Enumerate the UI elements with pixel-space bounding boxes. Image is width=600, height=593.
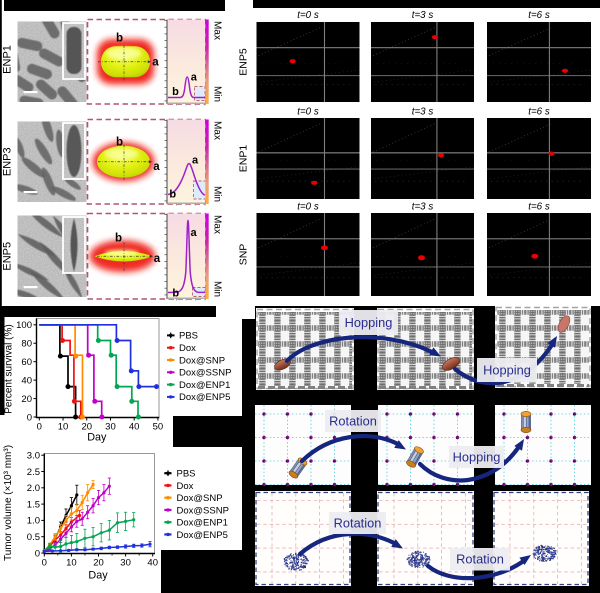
svg-text:a: a <box>190 227 197 239</box>
svg-text:Dox@ENP1: Dox@ENP1 <box>179 380 230 391</box>
svg-text:t=6 s: t=6 s <box>528 10 550 21</box>
svg-text:0: 0 <box>42 558 47 569</box>
svg-text:a: a <box>152 57 159 69</box>
svg-text:1.5: 1.5 <box>27 499 40 510</box>
svg-text:Max: Max <box>212 215 223 234</box>
svg-text:t=0 s: t=0 s <box>297 10 319 21</box>
svg-text:t=6 s: t=6 s <box>528 107 550 118</box>
svg-text:a: a <box>153 161 160 173</box>
svg-text:b: b <box>169 189 176 201</box>
svg-text:1.0: 1.0 <box>27 516 40 527</box>
svg-text:ENP1: ENP1 <box>2 45 14 74</box>
svg-text:PBS: PBS <box>177 469 196 480</box>
svg-text:50: 50 <box>153 422 164 433</box>
svg-text:Dox: Dox <box>177 481 194 492</box>
svg-text:Max: Max <box>212 121 223 140</box>
svg-text:100: 100 <box>16 320 32 331</box>
svg-text:20: 20 <box>21 394 32 405</box>
svg-text:0: 0 <box>35 548 40 559</box>
svg-text:b: b <box>172 288 179 300</box>
svg-text:20: 20 <box>93 558 104 569</box>
svg-text:Dox@SNP: Dox@SNP <box>177 493 223 504</box>
svg-text:ENP3: ENP3 <box>2 147 14 176</box>
svg-text:Min: Min <box>212 281 223 297</box>
svg-text:b: b <box>116 33 123 45</box>
svg-text:Dox@SSNP: Dox@SSNP <box>177 505 229 516</box>
svg-text:Dox@SNP: Dox@SNP <box>179 355 225 366</box>
svg-text:Min: Min <box>212 86 223 102</box>
svg-text:10: 10 <box>66 558 77 569</box>
svg-text:ENP5: ENP5 <box>238 48 250 76</box>
svg-text:b: b <box>116 137 123 149</box>
svg-text:Day: Day <box>88 570 108 582</box>
svg-text:30: 30 <box>105 422 116 433</box>
svg-text:t=3 s: t=3 s <box>412 202 434 213</box>
svg-text:60: 60 <box>21 357 32 368</box>
svg-text:t=0 s: t=0 s <box>297 107 319 118</box>
svg-text:Rotation: Rotation <box>329 413 377 428</box>
svg-text:a: a <box>154 253 161 265</box>
svg-text:Rotation: Rotation <box>334 515 382 530</box>
svg-text:Tumor volume (×10³ mm³): Tumor volume (×10³ mm³) <box>3 445 14 561</box>
svg-text:0: 0 <box>27 412 32 423</box>
svg-text:Dox: Dox <box>179 343 196 354</box>
svg-text:2.0: 2.0 <box>27 483 40 494</box>
svg-text:80: 80 <box>21 339 32 350</box>
svg-text:a: a <box>191 72 198 84</box>
svg-text:b: b <box>172 86 179 98</box>
svg-text:t=3 s: t=3 s <box>412 10 434 21</box>
svg-text:0.5: 0.5 <box>27 532 40 543</box>
svg-text:40: 40 <box>129 422 140 433</box>
svg-text:t=3 s: t=3 s <box>412 107 434 118</box>
svg-text:t=0 s: t=0 s <box>297 202 319 213</box>
svg-text:Percent survival (%): Percent survival (%) <box>4 324 15 413</box>
svg-text:Hopping: Hopping <box>345 315 393 330</box>
svg-text:Dox@ENP1: Dox@ENP1 <box>177 518 228 529</box>
svg-text:10: 10 <box>58 422 69 433</box>
svg-text:a: a <box>192 155 199 167</box>
svg-text:Rotation: Rotation <box>456 552 504 567</box>
svg-text:3.0: 3.0 <box>27 451 40 462</box>
svg-text:Min: Min <box>212 186 223 202</box>
svg-text:ENP1: ENP1 <box>238 145 250 173</box>
svg-text:SNP: SNP <box>238 244 250 266</box>
svg-text:40: 40 <box>147 558 158 569</box>
svg-text:30: 30 <box>120 558 131 569</box>
svg-text:ENP5: ENP5 <box>2 242 14 271</box>
svg-text:Dox@ENP5: Dox@ENP5 <box>177 530 228 541</box>
svg-text:Day: Day <box>87 432 107 444</box>
svg-text:Max: Max <box>212 21 223 40</box>
svg-text:Dox@ENP5: Dox@ENP5 <box>179 392 230 403</box>
svg-text:PBS: PBS <box>179 331 198 342</box>
svg-text:2.5: 2.5 <box>27 467 40 478</box>
svg-text:20: 20 <box>81 422 92 433</box>
svg-text:t=6 s: t=6 s <box>528 202 550 213</box>
svg-text:0: 0 <box>37 422 42 433</box>
svg-text:Hopping: Hopping <box>453 449 501 464</box>
svg-text:40: 40 <box>21 375 32 386</box>
svg-text:Dox@SSNP: Dox@SSNP <box>179 368 231 379</box>
svg-text:b: b <box>115 233 122 245</box>
svg-text:Hopping: Hopping <box>483 362 531 377</box>
